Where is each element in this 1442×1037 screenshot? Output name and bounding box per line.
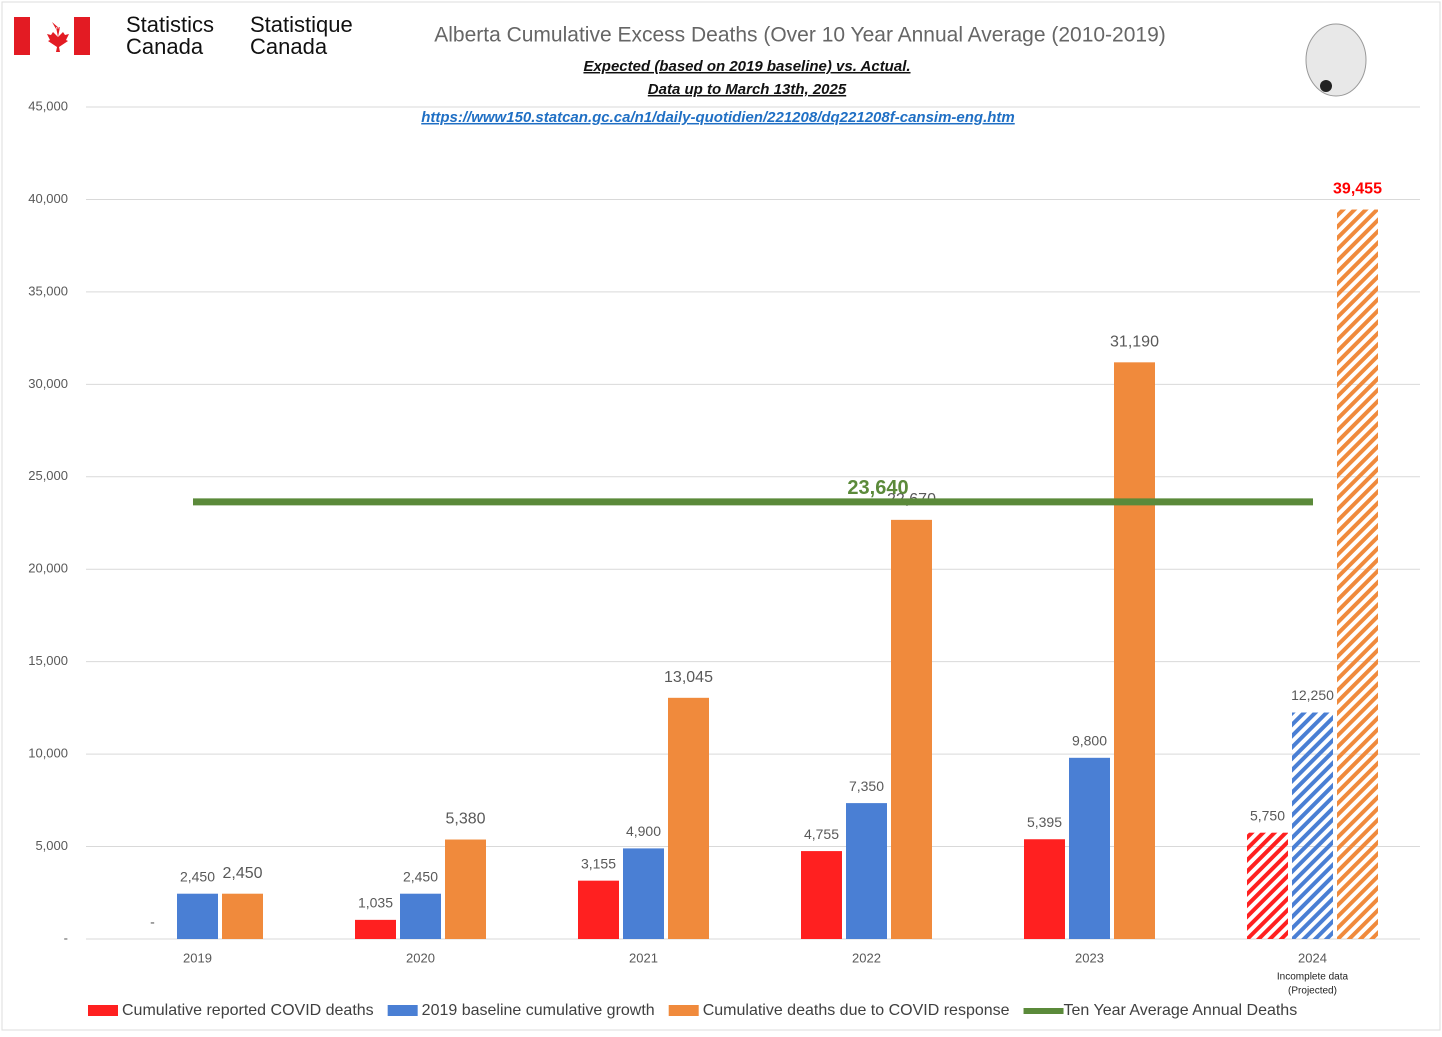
bar	[400, 893, 441, 939]
y-tick-label: 10,000	[28, 746, 68, 761]
y-tick-label: 15,000	[28, 653, 68, 668]
data-label: 31,190	[1110, 334, 1159, 351]
legend-label: Cumulative reported COVID deaths	[122, 1002, 374, 1019]
x-tick-note: Incomplete data	[1277, 972, 1349, 983]
agency-en: Statistics	[126, 12, 214, 37]
reference-label: 23,640	[847, 477, 908, 499]
data-label: 2,450	[403, 868, 438, 884]
x-tick-label: 2023	[1075, 950, 1104, 965]
bar	[846, 803, 887, 939]
bar	[222, 893, 263, 939]
subtitle: Data up to March 13th, 2025	[648, 81, 847, 98]
data-label: 4,900	[626, 823, 661, 839]
y-tick-label: 25,000	[28, 468, 68, 483]
y-tick-label: 40,000	[28, 191, 68, 206]
bar	[1247, 832, 1288, 939]
bar	[1114, 362, 1155, 939]
bar	[177, 893, 218, 939]
legend-label: Ten Year Average Annual Deaths	[1064, 1002, 1298, 1019]
y-tick-label: 35,000	[28, 283, 68, 298]
data-label: 12,250	[1291, 687, 1334, 703]
y-tick-label: 5,000	[35, 838, 68, 853]
legend-swatch	[668, 1005, 699, 1016]
legend-swatch	[387, 1005, 418, 1016]
wolf-logo	[1305, 23, 1367, 97]
source-link[interactable]: https://www150.statcan.gc.ca/n1/daily-qu…	[421, 109, 1015, 126]
bar	[445, 839, 486, 939]
data-label: 5,380	[445, 811, 485, 828]
y-tick-label: -	[64, 930, 68, 945]
x-tick-label: 2020	[406, 950, 435, 965]
legend-swatch	[88, 1005, 118, 1016]
y-tick-label: 20,000	[28, 561, 68, 576]
data-label: 2,450	[222, 865, 262, 882]
bar	[891, 519, 932, 939]
data-label: 13,045	[664, 669, 713, 686]
data-label: -	[150, 914, 155, 930]
x-tick-label: 2019	[183, 950, 212, 965]
data-label: 3,155	[581, 855, 616, 871]
bar	[1069, 757, 1110, 939]
data-label: 1,035	[358, 895, 393, 911]
x-tick-label: 2024	[1298, 950, 1327, 965]
flag	[14, 17, 90, 55]
data-label: 2,450	[180, 868, 215, 884]
chart-title: Alberta Cumulative Excess Deaths (Over 1…	[434, 24, 1166, 47]
bar	[801, 851, 842, 939]
x-tick-label: 2021	[629, 950, 658, 965]
legend-label: Cumulative deaths due to COVID response	[703, 1002, 1010, 1019]
bar	[1292, 712, 1333, 939]
data-label: 9,800	[1072, 733, 1107, 749]
agency-fr: Canada	[250, 34, 328, 59]
bar	[668, 697, 709, 939]
legend-label: 2019 baseline cumulative growth	[422, 1002, 655, 1019]
bar	[578, 880, 619, 939]
bar	[1337, 209, 1378, 940]
data-label: 5,750	[1250, 807, 1285, 823]
data-label: 39,455	[1333, 181, 1382, 198]
subtitle: Expected (based on 2019 baseline) vs. Ac…	[583, 58, 910, 75]
bar	[355, 919, 396, 939]
bar	[1024, 839, 1065, 939]
bar	[623, 848, 664, 939]
data-label: 4,755	[804, 826, 839, 842]
y-tick-label: 45,000	[28, 98, 68, 113]
data-label: 7,350	[849, 778, 884, 794]
data-label: 5,395	[1027, 814, 1062, 830]
agency-en: Canada	[126, 34, 204, 59]
x-tick-label: 2022	[852, 950, 881, 965]
y-tick-label: 30,000	[28, 376, 68, 391]
x-tick-note: (Projected)	[1288, 986, 1337, 997]
agency-fr: Statistique	[250, 12, 353, 37]
